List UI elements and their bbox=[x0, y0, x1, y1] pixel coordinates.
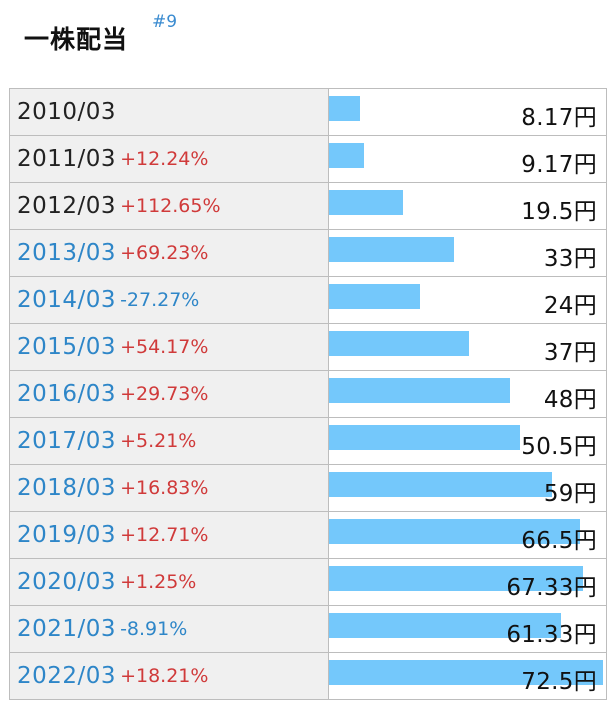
year-cell: 2012/03 +112.65% bbox=[9, 182, 329, 230]
change-percent: +16.83% bbox=[120, 477, 209, 499]
table-row: 2019/03 +12.71% 66.5円 bbox=[9, 511, 608, 559]
dividend-value: 50.5円 bbox=[521, 434, 597, 460]
year-link[interactable]: 2019/03 bbox=[17, 522, 117, 548]
year-link[interactable]: 2018/03 bbox=[17, 475, 117, 501]
bar-cell: 66.5円 bbox=[327, 511, 608, 559]
year-cell: 2013/03 +69.23% bbox=[9, 229, 329, 277]
year-link[interactable]: 2013/03 bbox=[17, 240, 117, 266]
bar-cell: 72.5円 bbox=[327, 652, 608, 700]
table-row: 2016/03 +29.73% 48円 bbox=[9, 370, 608, 418]
dividend-bar bbox=[328, 237, 454, 262]
year-cell: 2018/03 +16.83% bbox=[9, 464, 329, 512]
dividend-value: 9.17円 bbox=[521, 152, 597, 178]
bar-cell: 9.17円 bbox=[327, 135, 608, 183]
change-percent: +18.21% bbox=[120, 665, 209, 687]
dividend-bar bbox=[328, 96, 360, 121]
dividend-value: 61.33円 bbox=[506, 622, 597, 648]
change-percent: +54.17% bbox=[120, 336, 209, 358]
dividend-bar bbox=[328, 331, 469, 356]
table-row: 2012/03 +112.65% 19.5円 bbox=[9, 182, 608, 230]
year-cell: 2020/03 +1.25% bbox=[9, 558, 329, 606]
dividend-value: 72.5円 bbox=[521, 669, 597, 695]
year-label: 2010/03 bbox=[17, 99, 117, 125]
page-title: 一株配当 bbox=[24, 25, 129, 54]
bar-cell: 24円 bbox=[327, 276, 608, 324]
table-row: 2017/03 +5.21% 50.5円 bbox=[9, 417, 608, 465]
dividend-value: 66.5円 bbox=[521, 528, 597, 554]
change-percent: +29.73% bbox=[120, 383, 209, 405]
dividend-value: 59円 bbox=[543, 481, 597, 507]
bar-cell: 61.33円 bbox=[327, 605, 608, 653]
change-percent: +1.25% bbox=[120, 571, 197, 593]
dividend-value: 33円 bbox=[543, 246, 597, 272]
dividend-bar bbox=[328, 378, 510, 403]
dividend-bar bbox=[328, 143, 364, 168]
dividend-bar bbox=[328, 519, 580, 544]
year-label: 2012/03 bbox=[17, 193, 117, 219]
dividend-value: 8.17円 bbox=[521, 105, 597, 131]
bar-cell: 50.5円 bbox=[327, 417, 608, 465]
dividend-value: 48円 bbox=[543, 387, 597, 413]
change-percent: +5.21% bbox=[120, 430, 197, 452]
table-row: 2018/03 +16.83% 59円 bbox=[9, 464, 608, 512]
dividend-value: 24円 bbox=[543, 293, 597, 319]
year-cell: 2010/03 bbox=[9, 88, 329, 136]
table-row: 2014/03 -27.27% 24円 bbox=[9, 276, 608, 324]
year-cell: 2014/03 -27.27% bbox=[9, 276, 329, 324]
bar-cell: 33円 bbox=[327, 229, 608, 277]
dividend-table: 2010/03 8.17円 2011/03 +12.24% 9.17円 2012/03 +1… bbox=[9, 88, 608, 700]
year-link[interactable]: 2021/03 bbox=[17, 616, 117, 642]
section-anchor-link[interactable]: #9 bbox=[152, 12, 178, 32]
change-percent: -8.91% bbox=[120, 618, 188, 640]
bar-cell: 59円 bbox=[327, 464, 608, 512]
year-link[interactable]: 2022/03 bbox=[17, 663, 117, 689]
bar-cell: 8.17円 bbox=[327, 88, 608, 136]
dividend-value: 67.33円 bbox=[506, 575, 597, 601]
table-row: 2020/03 +1.25% 67.33円 bbox=[9, 558, 608, 606]
year-cell: 2016/03 +29.73% bbox=[9, 370, 329, 418]
table-row: 2013/03 +69.23% 33円 bbox=[9, 229, 608, 277]
year-link[interactable]: 2017/03 bbox=[17, 428, 117, 454]
dividend-bar bbox=[328, 425, 520, 450]
year-link[interactable]: 2020/03 bbox=[17, 569, 117, 595]
table-row: 2010/03 8.17円 bbox=[9, 88, 608, 136]
bar-cell: 48円 bbox=[327, 370, 608, 418]
change-percent: +12.71% bbox=[120, 524, 209, 546]
year-cell: 2011/03 +12.24% bbox=[9, 135, 329, 183]
change-percent: -27.27% bbox=[120, 289, 200, 311]
change-percent: +12.24% bbox=[120, 148, 209, 170]
year-label: 2011/03 bbox=[17, 146, 117, 172]
year-cell: 2017/03 +5.21% bbox=[9, 417, 329, 465]
year-cell: 2015/03 +54.17% bbox=[9, 323, 329, 371]
dividend-bar bbox=[328, 284, 420, 309]
dividend-bar bbox=[328, 472, 552, 497]
dividend-bar bbox=[328, 566, 583, 591]
year-cell: 2021/03 -8.91% bbox=[9, 605, 329, 653]
bar-cell: 37円 bbox=[327, 323, 608, 371]
year-cell: 2022/03 +18.21% bbox=[9, 652, 329, 700]
dividend-bar bbox=[328, 190, 403, 215]
year-cell: 2019/03 +12.71% bbox=[9, 511, 329, 559]
year-link[interactable]: 2015/03 bbox=[17, 334, 117, 360]
dividend-value: 19.5円 bbox=[521, 199, 597, 225]
table-row: 2011/03 +12.24% 9.17円 bbox=[9, 135, 608, 183]
table-row: 2015/03 +54.17% 37円 bbox=[9, 323, 608, 371]
bar-cell: 19.5円 bbox=[327, 182, 608, 230]
dividend-bar bbox=[328, 613, 561, 638]
year-link[interactable]: 2016/03 bbox=[17, 381, 117, 407]
table-row: 2022/03 +18.21% 72.5円 bbox=[9, 652, 608, 700]
change-percent: +69.23% bbox=[120, 242, 209, 264]
bar-cell: 67.33円 bbox=[327, 558, 608, 606]
dividend-value: 37円 bbox=[543, 340, 597, 366]
table-row: 2021/03 -8.91% 61.33円 bbox=[9, 605, 608, 653]
change-percent: +112.65% bbox=[120, 195, 221, 217]
dividend-bar bbox=[328, 660, 603, 685]
year-link[interactable]: 2014/03 bbox=[17, 287, 117, 313]
